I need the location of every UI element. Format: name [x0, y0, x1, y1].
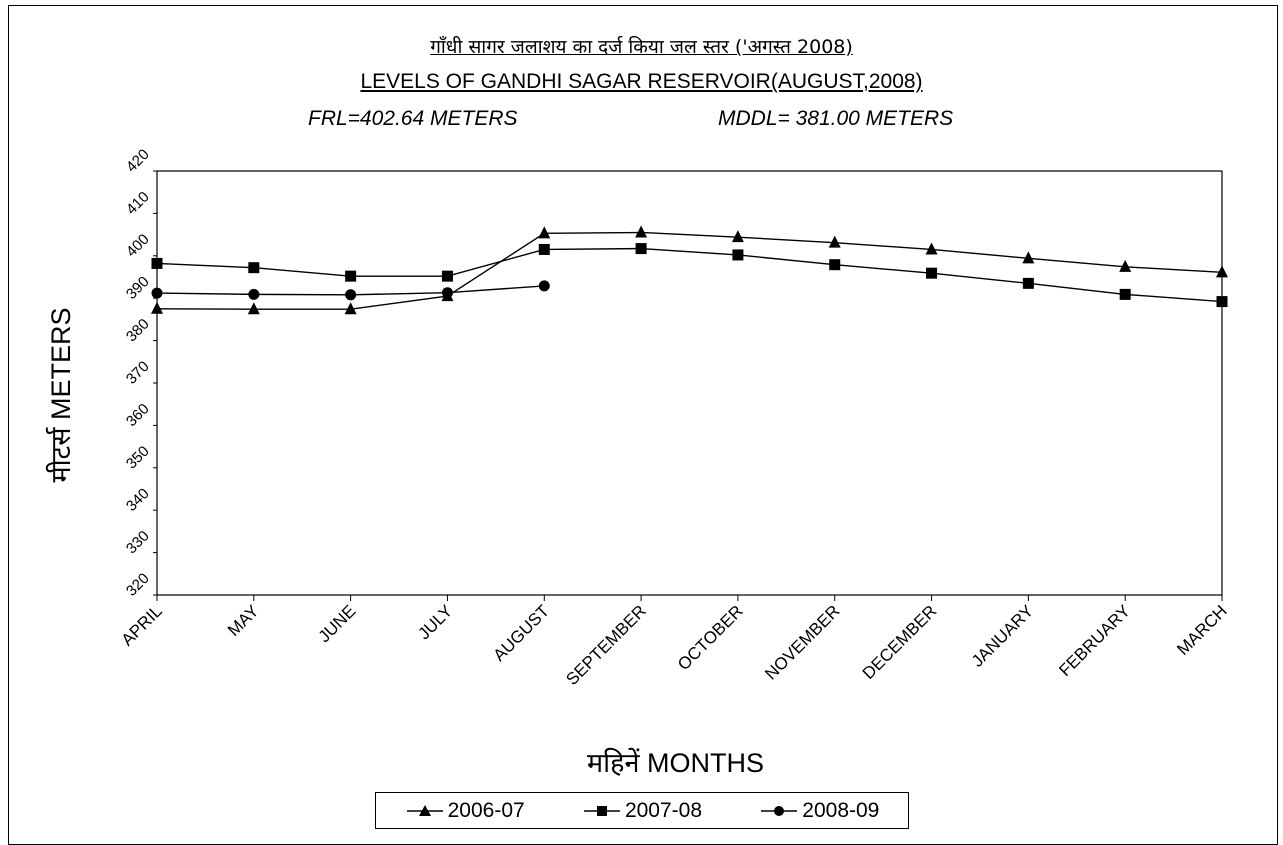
legend-item-2006-07: 2006-07 [405, 799, 525, 823]
data-point-2007-08 [635, 243, 647, 255]
y-tick-label: 400 [123, 231, 153, 261]
y-tick-label: 360 [123, 400, 153, 430]
x-tick-label: MAY [224, 601, 263, 640]
chart-title: LEVELS OF GANDHI SAGAR RESERVOIR(AUGUST,… [360, 70, 923, 93]
y-tick-label: 390 [123, 273, 153, 303]
legend-marker-triangle [418, 804, 431, 816]
legend-marker-square [596, 805, 607, 816]
legend-item-2007-08: 2007-08 [582, 799, 702, 823]
x-tick-label: FEBRUARY [1055, 601, 1134, 680]
y-tick-label: 330 [123, 528, 153, 558]
x-tick-label: JANUARY [968, 601, 1037, 670]
data-point-2007-08 [829, 259, 841, 271]
data-point-2007-08 [151, 257, 163, 269]
x-tick-label: JUNE [315, 601, 360, 646]
legend-marker-circle [774, 805, 785, 816]
x-tick-label: DECEMBER [859, 601, 941, 683]
data-point-2007-08 [345, 270, 357, 282]
data-point-2006-07 [1119, 259, 1132, 272]
data-point-2008-09 [538, 280, 550, 292]
data-point-2006-07 [344, 302, 357, 315]
data-point-2007-08 [1216, 296, 1228, 308]
y-tick-label: 380 [123, 316, 153, 346]
legend-label: 2006-07 [447, 798, 525, 822]
data-point-2006-07 [1022, 251, 1035, 264]
frl-note: FRL=402.64 METERS [308, 107, 518, 130]
data-point-2008-09 [151, 287, 163, 299]
legend-item-2008-09: 2008-09 [759, 799, 879, 823]
y-tick-label: 340 [123, 485, 153, 515]
x-tick-label: MARCH [1173, 601, 1231, 659]
x-tick-label: OCTOBER [674, 601, 747, 674]
chart-title-hindi: गाँधी सागर जलाशय का दर्ज किया जल स्तर ('… [430, 36, 853, 58]
y-axis-label: मीटर्स METERS [45, 307, 76, 482]
legend: 2006-07 2007-08 2008-09 [375, 792, 909, 829]
x-tick-label: NOVEMBER [761, 601, 843, 683]
legend-label: 2007-08 [624, 798, 703, 822]
y-tick-label: 410 [123, 188, 153, 218]
data-point-2006-07 [828, 235, 841, 248]
data-point-2008-09 [441, 287, 453, 299]
data-point-2006-07 [1216, 265, 1228, 278]
x-axis-label: महिनें MONTHS [587, 747, 764, 778]
series-line-2007-08 [156, 247, 1223, 303]
data-point-2007-08 [732, 249, 744, 261]
y-tick-label: 350 [123, 443, 153, 473]
data-point-2008-09 [248, 288, 260, 300]
data-point-2006-07 [151, 301, 163, 314]
data-point-2007-08 [441, 270, 453, 282]
x-tick-label: JULY [414, 601, 456, 643]
data-point-2007-08 [1022, 277, 1034, 289]
data-point-2007-08 [248, 262, 260, 274]
y-tick-label: 370 [123, 358, 153, 388]
legend-swatch [406, 804, 443, 816]
data-point-2006-07 [538, 226, 551, 239]
data-point-2006-07 [731, 230, 744, 243]
y-tick-label: 320 [123, 570, 153, 600]
y-tick-label: 420 [123, 146, 153, 176]
legend-swatch [583, 805, 620, 816]
data-point-2006-07 [247, 302, 260, 315]
data-point-2007-08 [1119, 288, 1131, 300]
data-point-2006-07 [635, 225, 648, 238]
x-tick-label: AUGUST [490, 601, 554, 665]
series-line-2006-07 [156, 231, 1223, 310]
data-point-2007-08 [926, 267, 938, 279]
x-tick-label: SEPTEMBER [562, 601, 650, 689]
legend-label: 2008-09 [802, 798, 880, 822]
data-point-2008-09 [345, 289, 357, 301]
mddl-note: MDDL= 381.00 METERS [718, 107, 954, 130]
data-point-2006-07 [925, 242, 938, 255]
x-tick-label: APRIL [118, 601, 166, 649]
data-point-2007-08 [538, 243, 550, 255]
legend-swatch [761, 805, 798, 816]
